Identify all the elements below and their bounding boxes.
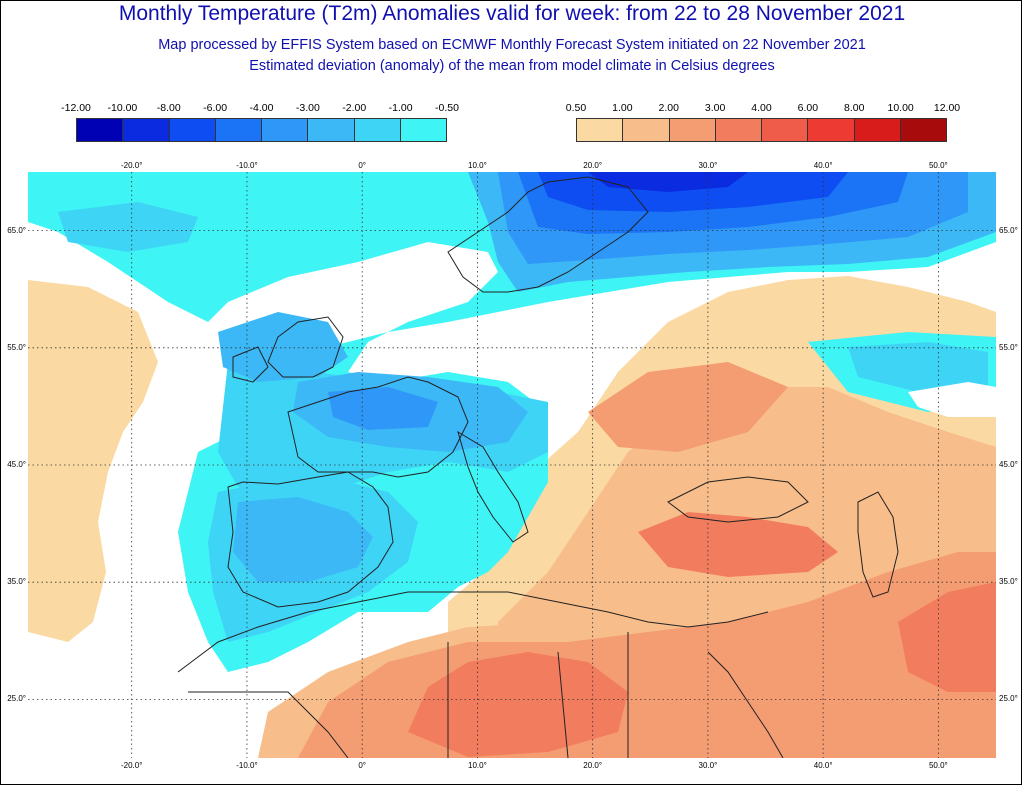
legend-warm-swatch <box>714 119 761 141</box>
lat-tick-label-left: 45.0° <box>7 460 26 469</box>
lon-tick-label-bottom: 20.0° <box>583 761 603 770</box>
eastern-warm-4 <box>898 582 996 692</box>
coast-france <box>287 376 469 478</box>
legend-cold-label: -10.00 <box>107 102 138 114</box>
legend-cold-label: -6.00 <box>203 102 228 114</box>
legend-cold-swatch <box>307 119 354 141</box>
legend-cold: -12.00 -10.00 -8.00 -6.00 -4.00 -3.00 -2.00 -1.… <box>61 102 459 150</box>
coast-scandinavia <box>447 176 649 293</box>
graticule <box>28 172 996 758</box>
coast-ireland <box>232 346 269 383</box>
legend-warm-label: 2.00 <box>658 102 679 114</box>
lat-tick-label-left: 55.0° <box>7 342 26 352</box>
legend-warm-label: 3.00 <box>704 102 726 114</box>
turkey-warm <box>638 512 838 577</box>
lat-tick-label-left: 35.0° <box>7 577 26 587</box>
cold-anomaly-layer <box>28 172 996 672</box>
legend-cold-label: -2.00 <box>342 102 367 114</box>
legend-cold-swatch <box>77 119 123 141</box>
lat-tick-label-right: 25.0° <box>999 694 1018 704</box>
russia-cold-strip-2 <box>848 342 988 392</box>
coast-black-sea <box>667 476 809 523</box>
warm-anomaly-layer <box>28 276 996 758</box>
coast-iberia <box>227 471 394 608</box>
lon-tick-label-bottom: -20.0° <box>120 761 143 770</box>
iceland-cold <box>58 202 198 252</box>
coast-caspian <box>857 491 899 598</box>
lon-tick-label-top: 30.0° <box>698 161 718 170</box>
lat-tick-label-left: 65.0° <box>7 225 26 235</box>
lat-tick-label-right: 45.0° <box>999 460 1018 469</box>
lon-tick-label-bottom: 30.0° <box>698 761 718 770</box>
lat-tick-label-right: 65.0° <box>999 225 1018 235</box>
coast-north-africa <box>177 591 769 673</box>
lon-tick-label-bottom: 10.0° <box>468 761 487 770</box>
lon-tick-label-top: 10.0° <box>468 161 487 170</box>
lon-tick-label-bottom: -10.0° <box>236 761 258 770</box>
lon-tick-label-top: 50.0° <box>928 161 948 170</box>
legend-cold-label: -8.00 <box>156 102 181 114</box>
lon-tick-label-bottom: 50.0° <box>928 761 948 770</box>
legend-cold-swatch <box>261 119 308 141</box>
legend-cold-label: -4.00 <box>249 102 274 114</box>
lon-tick-label-top: 40.0° <box>813 161 833 170</box>
russia-white-patch <box>908 382 996 417</box>
coast-italy <box>457 430 529 543</box>
atlantic-warm-region <box>28 280 158 642</box>
uk-cold <box>218 312 348 382</box>
lon-tick-label-top: 0° <box>358 161 367 170</box>
border-sahara-3 <box>557 651 569 758</box>
legend-warm-label: 10.00 <box>887 102 914 114</box>
lat-tick-label-right: 35.0° <box>999 577 1018 587</box>
france-cold-core <box>328 387 438 430</box>
legend-cold-swatch <box>214 119 261 141</box>
map-subtitle-processing: Map processed by EFFIS System based on E… <box>158 37 866 53</box>
border-sahara-1 <box>188 691 349 758</box>
coastlines <box>177 176 899 758</box>
coast-red-sea <box>707 651 784 758</box>
lon-tick-label-bottom: 0° <box>358 761 367 770</box>
legend-cold-swatch <box>399 119 446 141</box>
legend-cold-swatch <box>122 119 169 141</box>
legend-cold-label: -12.00 <box>61 102 91 114</box>
legend-warm-swatch <box>853 119 900 141</box>
legend-warm-label: 8.00 <box>844 102 865 114</box>
iberia-cold-core <box>233 497 373 582</box>
balkans-warm <box>588 362 788 452</box>
legend-cold-label: -1.00 <box>388 102 413 114</box>
legend-warm-swatch <box>668 119 715 141</box>
legend-warm-swatch <box>622 119 669 141</box>
legend-cold-label: -0.50 <box>435 102 459 114</box>
legend-warm-swatch <box>761 119 808 141</box>
legend-cold-label: -3.00 <box>295 102 320 114</box>
legend-warm-label: 12.00 <box>933 102 961 114</box>
legend-cold-swatch <box>168 119 215 141</box>
coast-uk <box>267 316 344 378</box>
legend-warm-label: 4.00 <box>751 102 772 114</box>
legend-warm-swatch <box>899 119 946 141</box>
map-subtitle-units: Estimated deviation (anomaly) of the mea… <box>249 58 775 74</box>
lon-tick-label-top: 20.0° <box>583 161 603 170</box>
sahara-warm-3 <box>408 652 628 757</box>
legend-warm-label: 1.00 <box>612 102 633 114</box>
map-title: Monthly Temperature (T2m) Anomalies vali… <box>118 2 906 25</box>
lat-tick-label-right: 55.0° <box>999 342 1018 352</box>
legend-warm-swatch <box>807 119 854 141</box>
lon-tick-label-top: -10.0° <box>236 161 258 170</box>
legend-warm: 0.50 1.00 2.00 3.00 4.00 6.00 8.00 10.00 12.00 <box>566 102 960 150</box>
legend-warm-swatch <box>577 119 623 141</box>
legend-warm-label: 0.50 <box>565 102 587 114</box>
anomaly-map[interactable] <box>28 172 996 758</box>
lon-tick-label-top: -20.0° <box>120 161 143 170</box>
lat-tick-label-left: 25.0° <box>7 694 26 704</box>
legend-warm-label: 6.00 <box>797 102 819 114</box>
lon-tick-label-bottom: 40.0° <box>813 761 833 770</box>
legend-cold-swatch <box>353 119 400 141</box>
